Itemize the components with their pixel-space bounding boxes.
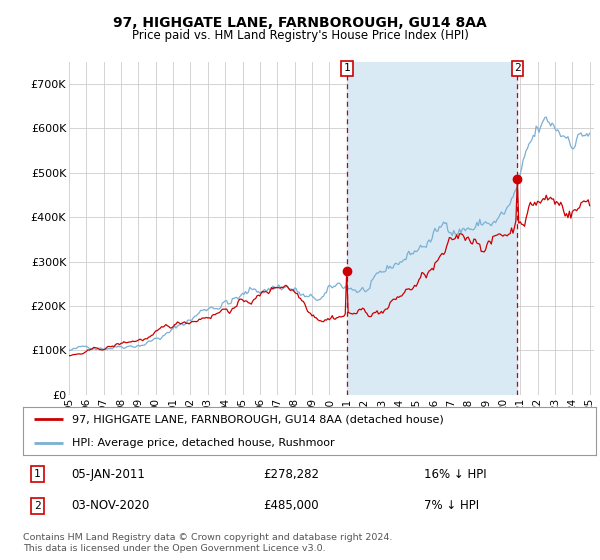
Text: 16% ↓ HPI: 16% ↓ HPI bbox=[424, 468, 487, 481]
Text: 1: 1 bbox=[343, 63, 350, 73]
Text: Contains HM Land Registry data © Crown copyright and database right 2024.
This d: Contains HM Land Registry data © Crown c… bbox=[23, 533, 392, 553]
Text: Price paid vs. HM Land Registry's House Price Index (HPI): Price paid vs. HM Land Registry's House … bbox=[131, 29, 469, 42]
Text: 05-JAN-2011: 05-JAN-2011 bbox=[71, 468, 145, 481]
Text: 03-NOV-2020: 03-NOV-2020 bbox=[71, 500, 150, 512]
Text: £485,000: £485,000 bbox=[263, 500, 319, 512]
Text: 97, HIGHGATE LANE, FARNBOROUGH, GU14 8AA: 97, HIGHGATE LANE, FARNBOROUGH, GU14 8AA bbox=[113, 16, 487, 30]
Text: 97, HIGHGATE LANE, FARNBOROUGH, GU14 8AA (detached house): 97, HIGHGATE LANE, FARNBOROUGH, GU14 8AA… bbox=[71, 414, 443, 424]
Text: 7% ↓ HPI: 7% ↓ HPI bbox=[424, 500, 479, 512]
Text: HPI: Average price, detached house, Rushmoor: HPI: Average price, detached house, Rush… bbox=[71, 438, 334, 449]
Text: 2: 2 bbox=[514, 63, 521, 73]
Bar bbox=[347, 62, 517, 395]
Text: 1: 1 bbox=[34, 469, 41, 479]
Text: 2: 2 bbox=[34, 501, 41, 511]
Text: £278,282: £278,282 bbox=[263, 468, 319, 481]
